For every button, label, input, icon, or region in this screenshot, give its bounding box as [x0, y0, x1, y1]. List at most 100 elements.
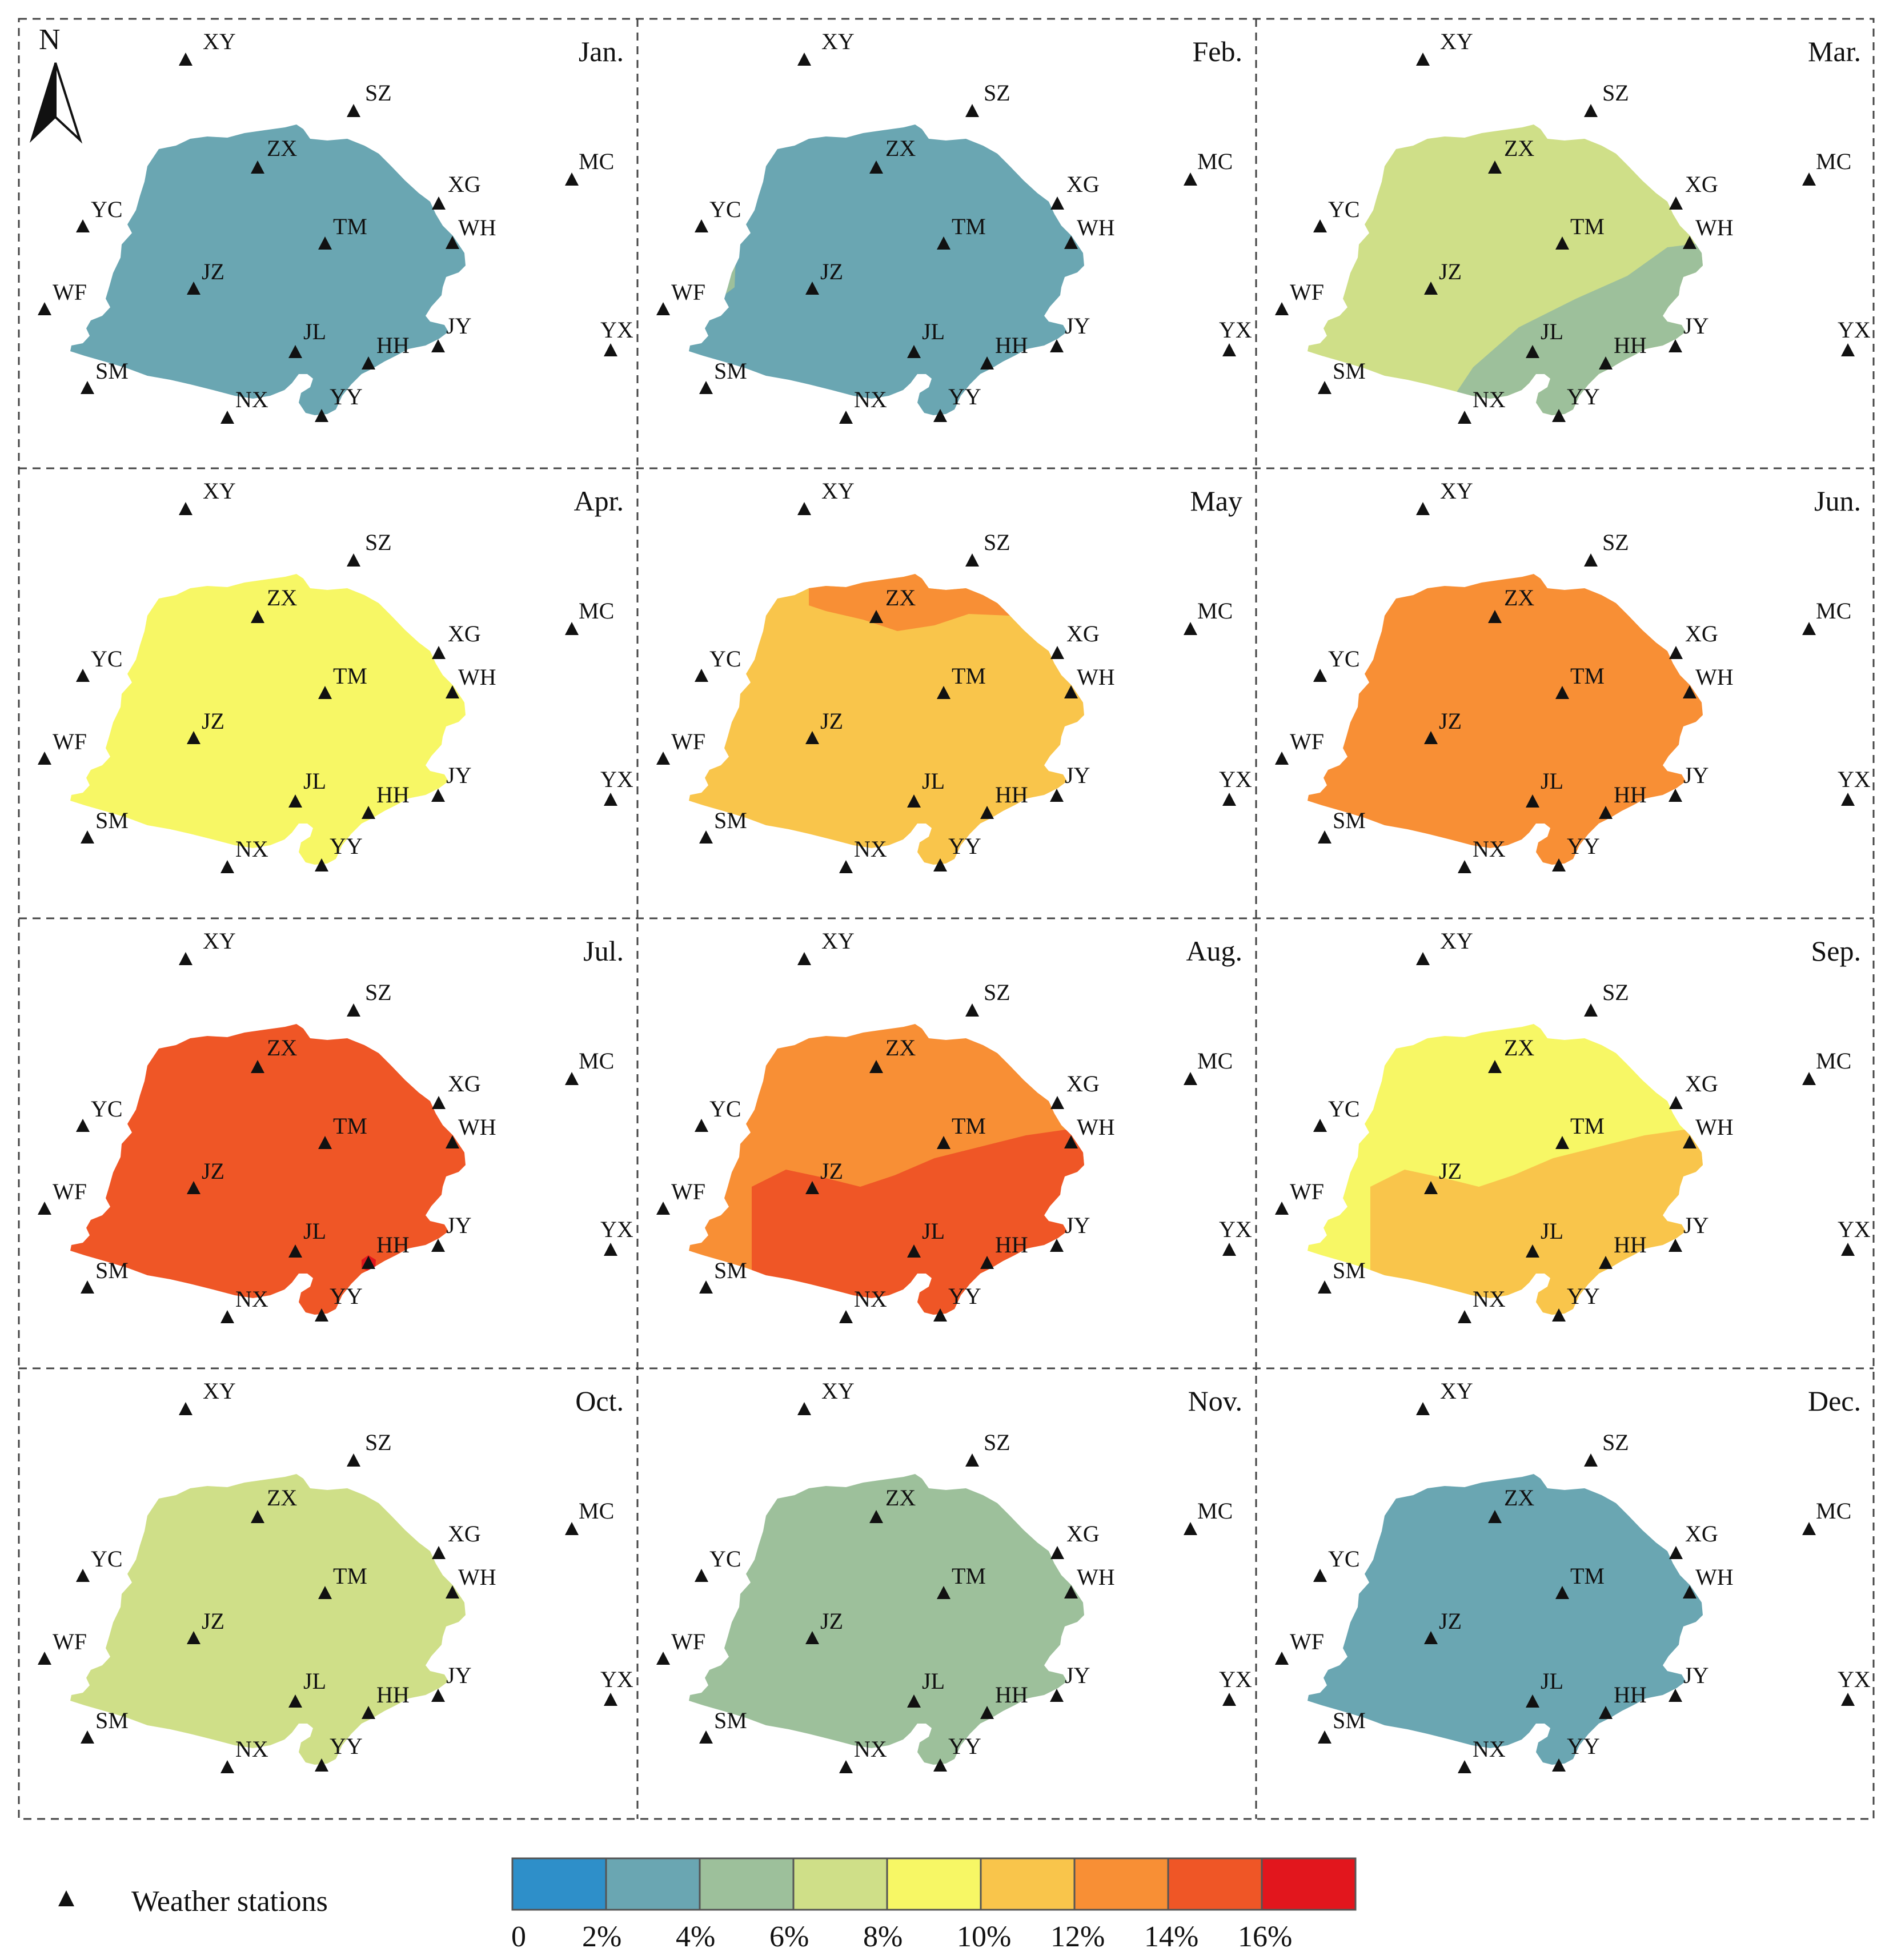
station-marker-icon: [1552, 1308, 1566, 1322]
station-marker-icon: [362, 356, 375, 369]
station-label-jz: JZ: [1439, 708, 1462, 734]
station-label-mc: MC: [1197, 1048, 1233, 1074]
station-label-nx: NX: [235, 387, 268, 412]
station-marker-icon: [431, 1689, 445, 1702]
station-marker-icon: [869, 1510, 883, 1523]
station-marker-icon: [431, 789, 445, 802]
station-marker-icon: [187, 282, 200, 295]
station-marker-icon: [1275, 1202, 1289, 1215]
station-label-yy: YY: [1567, 1283, 1600, 1309]
station-marker-icon: [76, 1119, 90, 1132]
station-marker-icon: [805, 1631, 819, 1644]
station-marker-icon: [1584, 1453, 1598, 1467]
station-label-nx: NX: [1473, 1736, 1506, 1762]
station-label-zx: ZX: [1504, 1485, 1534, 1511]
station-marker-icon: [797, 1402, 811, 1415]
north-arrow-icon: [29, 62, 83, 144]
station-marker-icon: [315, 1758, 328, 1772]
station-label-sm: SM: [714, 1708, 747, 1733]
station-label-hh: HH: [376, 782, 410, 808]
station-marker-icon: [220, 1760, 234, 1773]
station-label-xg: XG: [1685, 1071, 1718, 1097]
station-marker-icon: [980, 1706, 994, 1719]
station-marker-icon: [1050, 1546, 1064, 1559]
station-label-yc: YC: [709, 1546, 741, 1572]
station-label-yc: YC: [1328, 1096, 1360, 1122]
station-marker-icon: [1555, 1586, 1569, 1599]
station-label-yc: YC: [1328, 646, 1360, 672]
region-map: XY SZ MC ZX XG WH YC TM JZ WF JY YX JL HH SM NX YY: [656, 928, 1252, 1323]
map-panel-mar: XY SZ MC ZX XG WH YC TM JZ WF JY YX JL HH SM NX YY Mar.: [1256, 19, 1875, 469]
region-map: XY SZ MC ZX XG WH YC TM JZ WF JY YX JL HH SM NX YY: [656, 1378, 1252, 1773]
colorbar-tick-label: 6%: [769, 1921, 809, 1953]
station-label-sm: SM: [1333, 1708, 1366, 1733]
station-marker-icon: [251, 610, 264, 623]
station-label-jl: JL: [303, 768, 326, 794]
station-marker-icon: [179, 952, 192, 965]
station-label-mc: MC: [1197, 598, 1233, 624]
station-label-xy: XY: [203, 928, 236, 954]
station-label-wf: WF: [53, 1629, 87, 1654]
month-label: Mar.: [1807, 35, 1861, 67]
station-label-jy: JY: [446, 1212, 471, 1238]
station-marker-icon: [362, 806, 375, 819]
station-label-mc: MC: [1197, 148, 1233, 174]
station-label-jl: JL: [303, 319, 326, 344]
station-label-zx: ZX: [885, 1485, 916, 1511]
region-map: XY SZ MC ZX XG WH YC TM JZ WF JY YX JL HH SM NX YY: [38, 478, 633, 873]
station-marker-icon: [1416, 1402, 1430, 1415]
station-marker-icon: [656, 302, 670, 315]
station-marker-icon: [1599, 806, 1613, 819]
station-marker-icon: [446, 1135, 459, 1148]
station-marker-icon: [933, 1308, 947, 1322]
station-label-yy: YY: [1567, 833, 1600, 859]
station-marker-icon: [318, 236, 332, 250]
station-label-hh: HH: [376, 1232, 410, 1258]
zone-full: [689, 1474, 1084, 1765]
station-marker-icon: [431, 339, 445, 352]
station-label-sm: SM: [1333, 1258, 1366, 1283]
station-label-yy: YY: [1567, 1733, 1600, 1759]
zone-full: [689, 574, 1084, 865]
colorbar-tick-label: 12%: [1050, 1921, 1105, 1953]
zone-full: [689, 124, 1084, 415]
station-marker-icon: [1683, 685, 1696, 698]
station-label-jz: JZ: [1439, 259, 1462, 284]
station-label-jl: JL: [922, 1668, 945, 1694]
station-marker-icon: [38, 302, 51, 315]
zone-full: [1308, 1474, 1703, 1765]
station-label-mc: MC: [579, 1048, 614, 1074]
station-label-yx: YX: [1838, 1216, 1871, 1242]
station-marker-icon: [1669, 1239, 1682, 1252]
station-marker-icon: [1555, 686, 1569, 699]
station-marker-icon: [695, 669, 708, 682]
station-label-wh: WH: [1077, 1114, 1115, 1140]
station-marker-icon: [565, 1072, 579, 1085]
station-marker-icon: [347, 1453, 360, 1467]
station-marker-icon: [1669, 789, 1682, 802]
station-marker-icon: [1802, 1522, 1816, 1535]
station-marker-icon: [839, 860, 853, 873]
station-marker-icon: [1050, 196, 1064, 210]
station-marker-icon: [1669, 1689, 1682, 1702]
station-label-nx: NX: [854, 387, 887, 412]
station-marker-icon: [251, 160, 264, 174]
station-marker-icon: [315, 1308, 328, 1322]
station-marker-icon: [907, 1694, 921, 1708]
map-panel-jan: XY SZ MC ZX XG WH YC TM JZ WF JY YX JL HH SM NX YY Jan.: [19, 19, 637, 469]
station-marker-icon: [1222, 793, 1236, 806]
station-marker-icon: [699, 381, 713, 394]
station-marker-icon: [1318, 1280, 1331, 1294]
station-label-yy: YY: [330, 833, 363, 859]
station-marker-icon: [1802, 1072, 1816, 1085]
station-label-sm: SM: [714, 808, 747, 833]
station-label-wh: WH: [1077, 664, 1115, 690]
station-marker-icon: [1841, 793, 1855, 806]
station-marker-icon: [1552, 1758, 1566, 1772]
month-label: Jul.: [583, 935, 624, 967]
region-map: XY SZ MC ZX XG WH YC TM JZ WF JY YX JL HH SM NX YY: [1275, 928, 1871, 1323]
station-label-sz: SZ: [1602, 1429, 1629, 1455]
station-label-zx: ZX: [1504, 135, 1534, 161]
station-marker-icon: [1424, 1631, 1438, 1644]
month-label: Nov.: [1188, 1385, 1242, 1417]
